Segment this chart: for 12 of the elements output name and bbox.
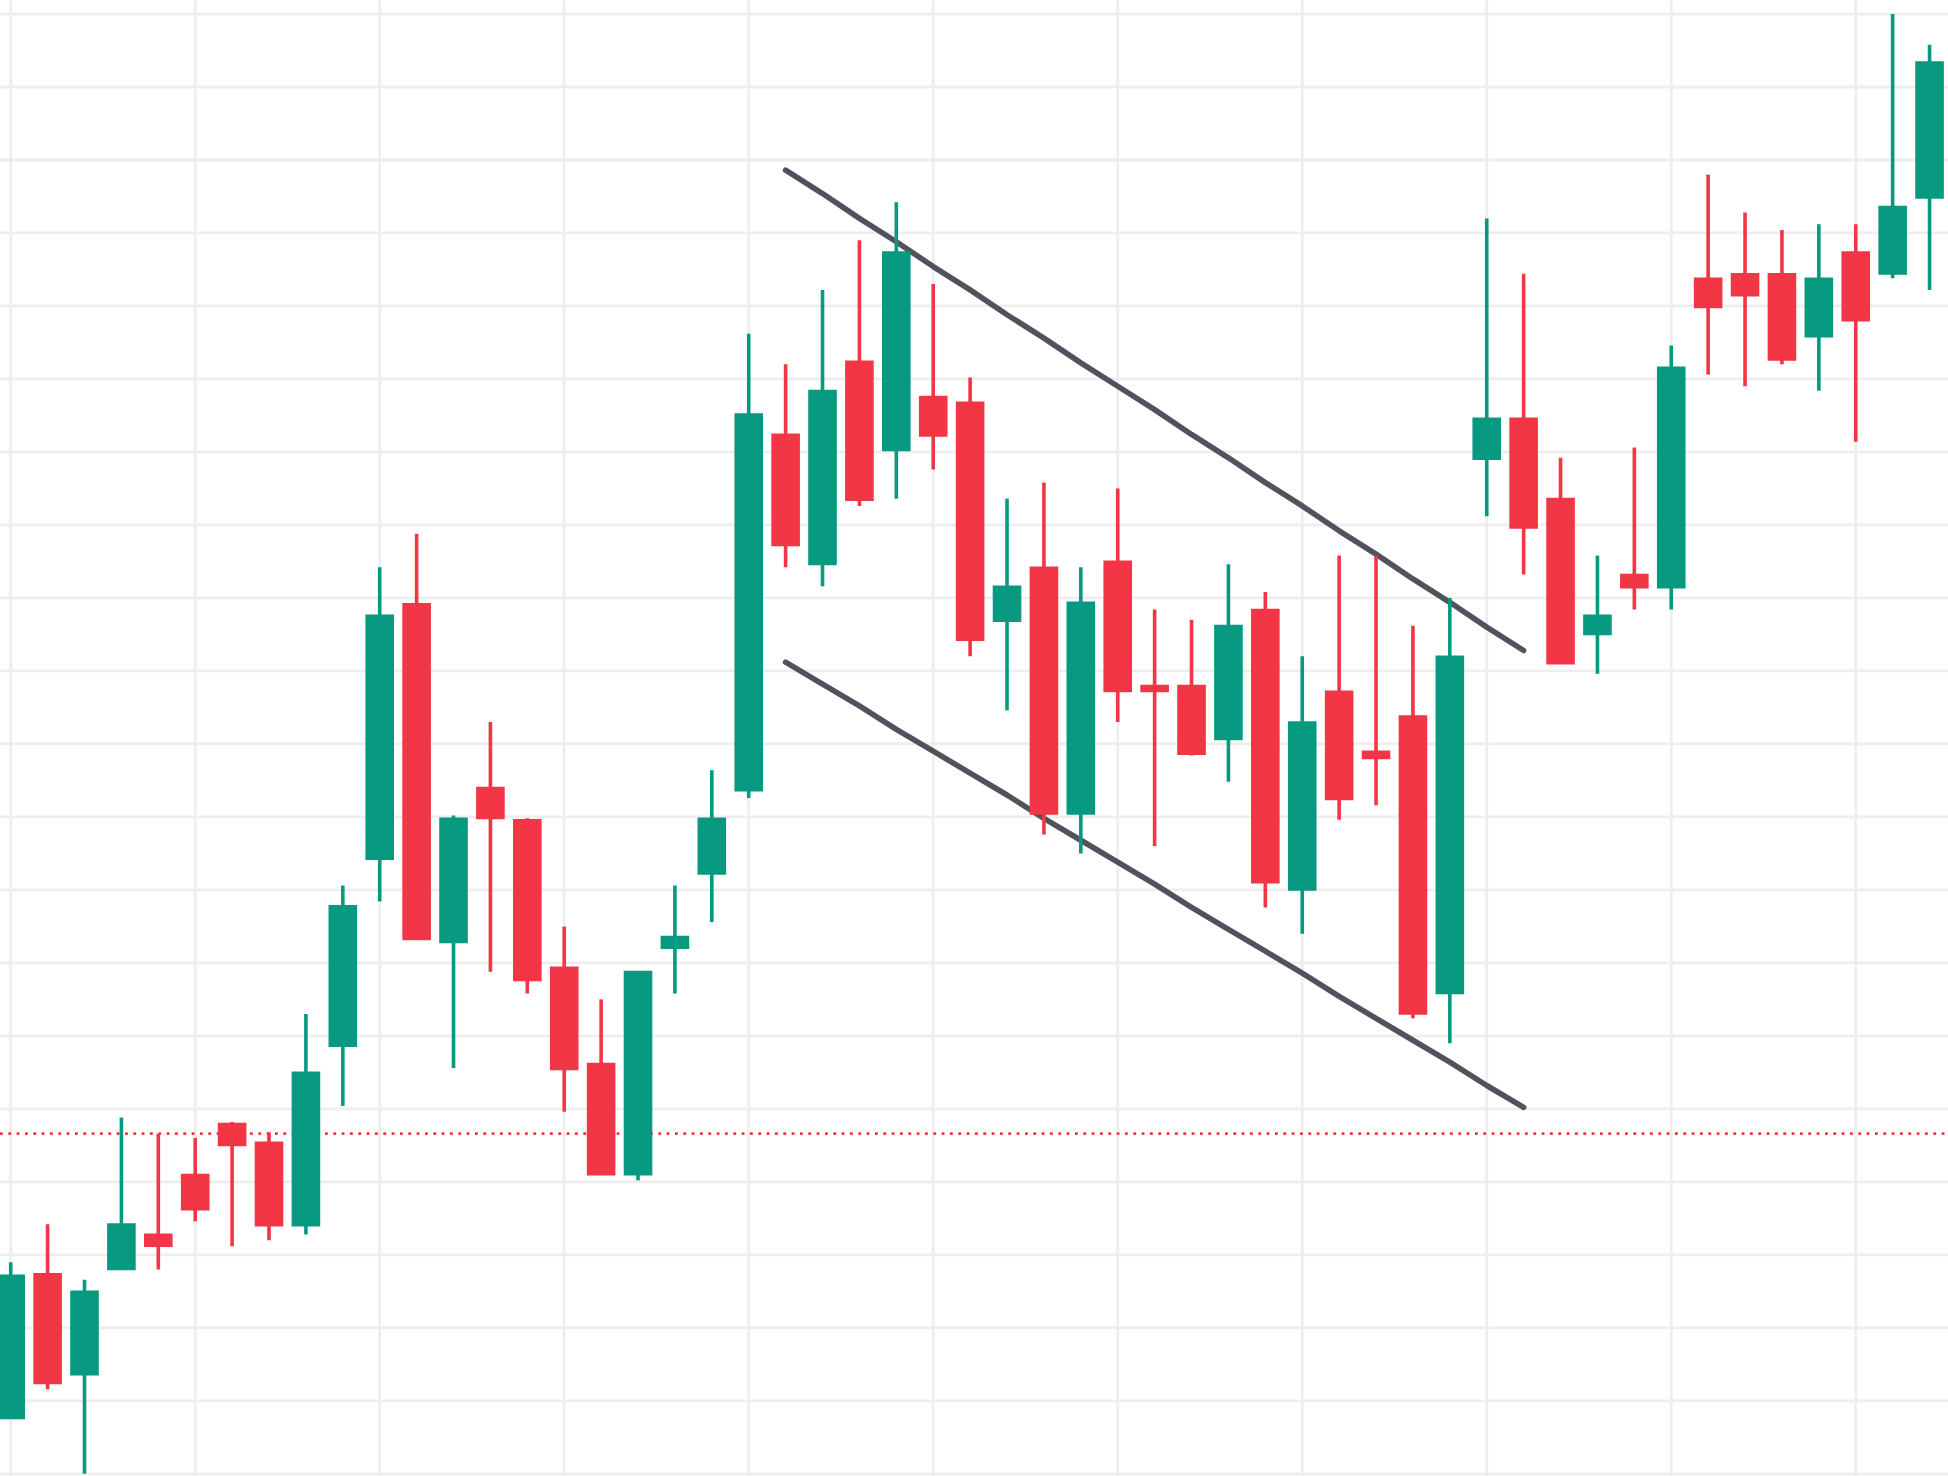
candlestick <box>1620 445 1649 612</box>
candlestick <box>1730 210 1760 389</box>
candlestick <box>1140 607 1169 848</box>
candlestick <box>918 282 948 472</box>
candlestick <box>1583 553 1612 676</box>
candlestick <box>660 883 690 996</box>
candlestick <box>1693 172 1723 377</box>
candlestick <box>1472 216 1502 518</box>
candlestick <box>1361 553 1391 808</box>
candlestick <box>992 496 1022 713</box>
candlestick <box>476 720 505 974</box>
candlestick <box>107 1115 136 1272</box>
